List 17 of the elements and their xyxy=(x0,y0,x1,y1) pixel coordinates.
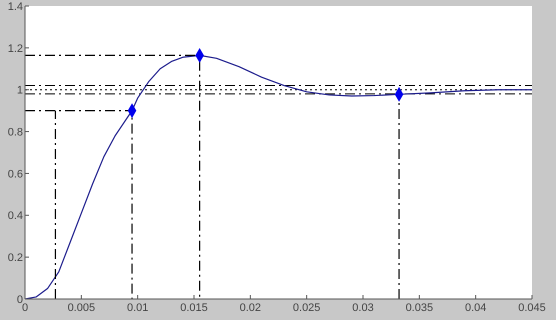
x-tick-label: 0.02 xyxy=(240,302,262,314)
x-tick-label: 0.045 xyxy=(518,302,546,314)
y-tick-label: 1 xyxy=(16,84,23,97)
x-tick-label: 0.005 xyxy=(68,302,96,314)
y-tick-label: 0.2 xyxy=(8,252,23,264)
y-tick-label: 1.4 xyxy=(8,0,23,13)
x-tick-label: 0.04 xyxy=(464,302,486,314)
x-tick-label: 0.03 xyxy=(352,302,374,314)
x-tick-label: 0.01 xyxy=(126,302,148,314)
y-tick-label: 1.2 xyxy=(8,42,23,55)
y-tick-label: 0.6 xyxy=(8,168,23,180)
x-tick-label: 0.025 xyxy=(292,302,320,314)
y-tick-label: 0.8 xyxy=(8,126,23,138)
y-tick-label: 0.4 xyxy=(8,210,23,222)
x-tick-label: 0.035 xyxy=(406,302,434,314)
y-tick-label: 0 xyxy=(16,294,23,306)
x-tick-label: 0.015 xyxy=(180,302,208,314)
